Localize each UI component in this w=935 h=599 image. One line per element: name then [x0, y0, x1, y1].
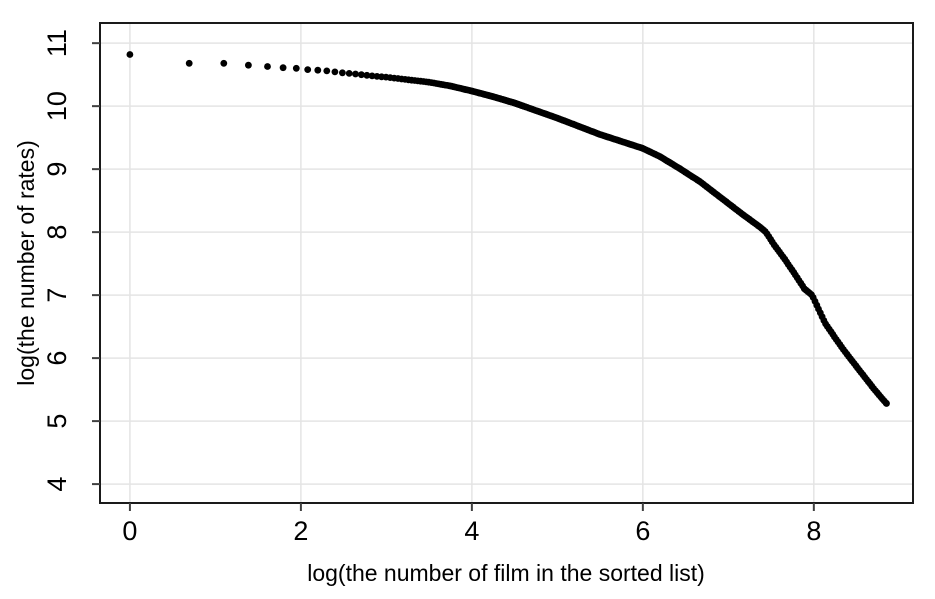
- data-point: [245, 61, 252, 69]
- y-axis-title: log(the number of rates): [13, 140, 39, 385]
- x-tick-label-4: 4: [464, 516, 479, 546]
- y-tick-label-7: 7: [42, 288, 72, 303]
- data-point: [368, 72, 376, 80]
- data-point: [314, 66, 322, 74]
- data-point: [345, 70, 353, 77]
- data-points: [126, 51, 890, 407]
- data-point: [279, 64, 287, 72]
- y-tick-label-5: 5: [42, 414, 72, 429]
- axis-tick-labels: 0 2 4 6 8 4 5 6 7 8 9 10 11: [42, 29, 821, 546]
- data-point: [352, 70, 359, 78]
- gridlines: [100, 23, 913, 503]
- y-tick-label-6: 6: [42, 351, 72, 366]
- data-point: [883, 400, 890, 407]
- y-tick-label-9: 9: [42, 162, 72, 177]
- x-axis-title: log(the number of film in the sorted lis…: [307, 560, 705, 586]
- data-point: [339, 69, 346, 77]
- data-point: [292, 64, 300, 72]
- data-point: [126, 51, 134, 58]
- data-point: [358, 71, 365, 79]
- y-tick-label-4: 4: [42, 477, 72, 492]
- x-tick-label-2: 2: [293, 516, 308, 546]
- y-tick-label-11: 11: [42, 29, 72, 57]
- plot-border-box: [99, 22, 914, 504]
- data-point: [363, 71, 371, 79]
- data-point: [331, 68, 339, 76]
- data-point: [304, 66, 312, 73]
- y-tick-label-10: 10: [42, 91, 72, 121]
- y-tick-label-8: 8: [42, 225, 72, 240]
- data-point: [264, 63, 271, 70]
- axis-ticks: [92, 42, 815, 511]
- x-tick-label-0: 0: [122, 516, 137, 546]
- data-point: [323, 67, 331, 75]
- x-tick-label-6: 6: [635, 516, 650, 546]
- x-tick-label-8: 8: [806, 516, 821, 546]
- data-point: [220, 59, 228, 67]
- data-point: [185, 59, 193, 67]
